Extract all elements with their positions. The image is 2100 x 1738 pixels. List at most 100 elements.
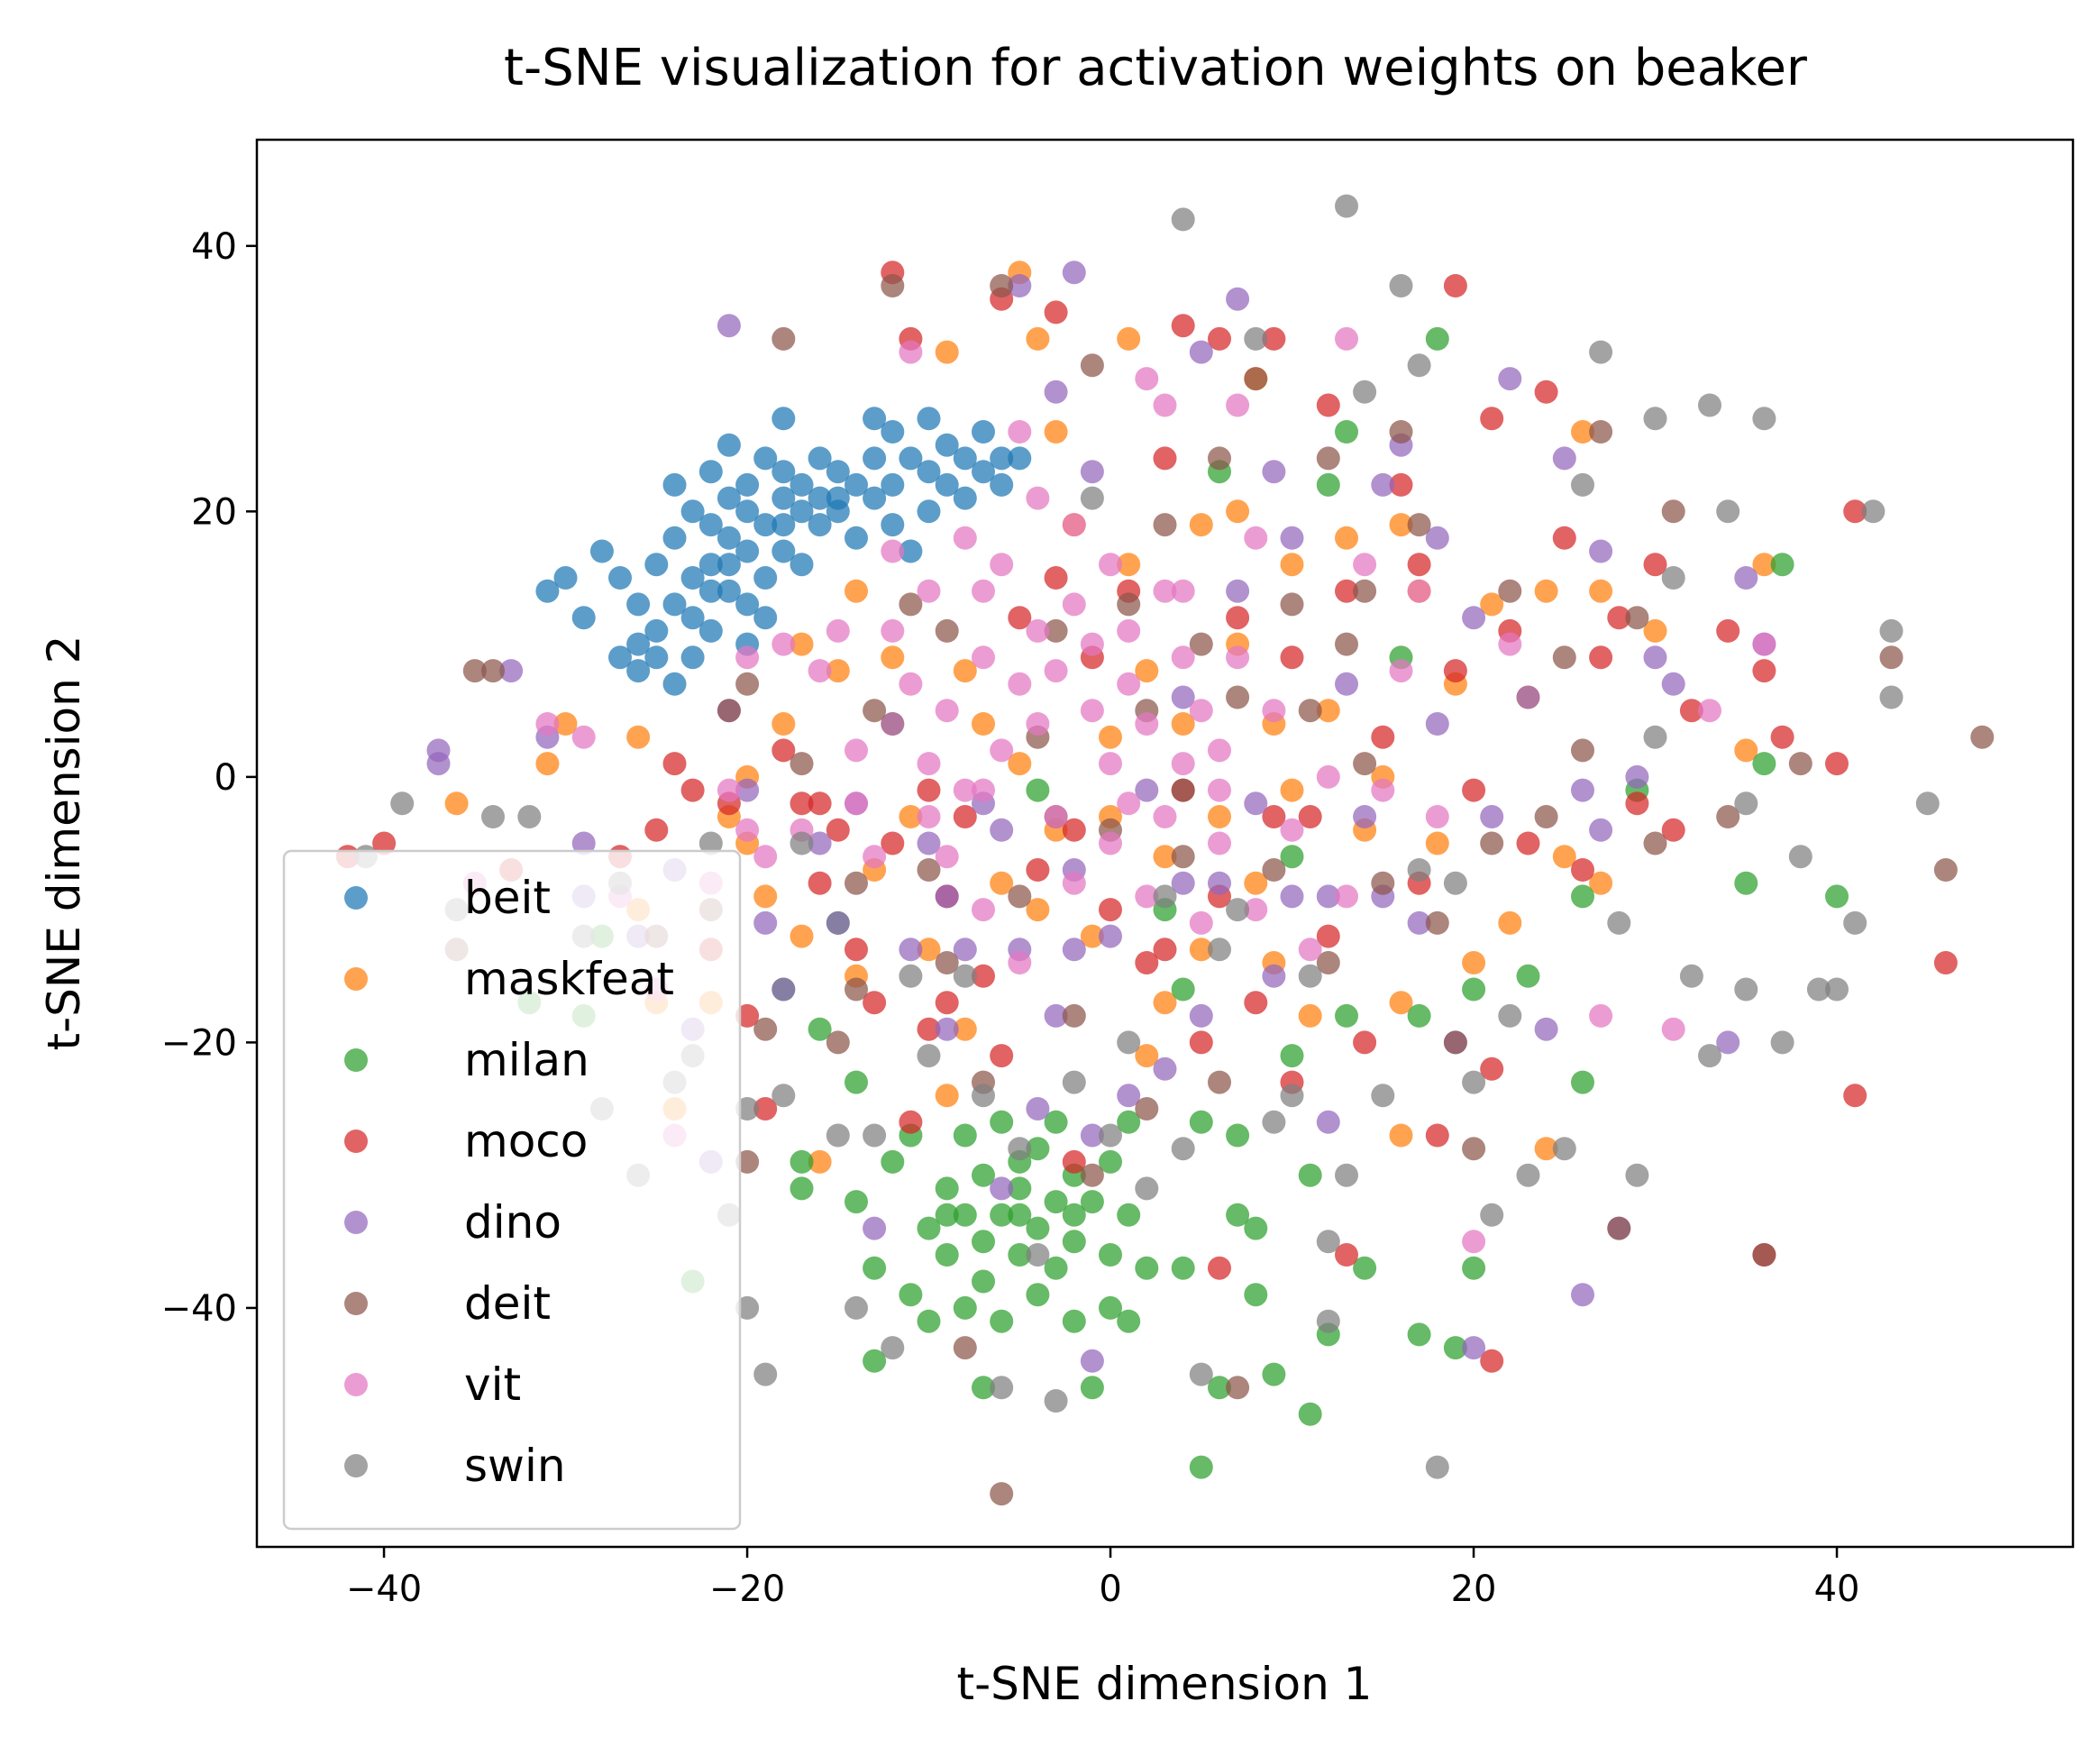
point-moco — [881, 831, 905, 855]
y-tick-label: 0 — [215, 757, 237, 799]
point-swin — [517, 805, 542, 828]
point-vit — [1171, 752, 1195, 776]
point-milan — [972, 1163, 995, 1187]
point-maskfeat — [1208, 805, 1231, 828]
legend-marker-deit — [344, 1292, 368, 1315]
point-swin — [881, 1336, 905, 1360]
point-milan — [1189, 1455, 1213, 1479]
point-maskfeat — [1534, 579, 1558, 603]
point-swin — [1062, 1070, 1086, 1094]
point-dino — [1643, 645, 1667, 670]
point-moco — [1226, 606, 1250, 630]
point-maskfeat — [917, 938, 941, 962]
point-vit — [1153, 805, 1177, 828]
point-swin — [1843, 910, 1867, 935]
point-maskfeat — [1589, 579, 1613, 603]
point-vit — [1135, 884, 1159, 909]
point-deit — [1298, 699, 1322, 723]
point-beit — [917, 460, 941, 484]
point-swin — [1480, 1203, 1504, 1227]
point-maskfeat — [990, 871, 1014, 895]
point-moco — [1335, 1243, 1358, 1267]
point-moco — [1316, 924, 1340, 948]
point-milan — [917, 1216, 941, 1240]
point-moco — [899, 1110, 923, 1134]
point-vit — [1298, 938, 1322, 962]
point-dino — [917, 831, 941, 855]
point-vit — [1335, 326, 1358, 351]
point-deit — [1571, 738, 1594, 763]
point-dino — [1026, 1097, 1050, 1121]
point-moco — [1480, 407, 1504, 431]
point-vit — [1425, 805, 1449, 828]
point-milan — [1462, 977, 1486, 1002]
point-beit — [662, 672, 687, 696]
point-milan — [972, 1230, 995, 1254]
point-vit — [1099, 831, 1122, 855]
point-dino — [953, 938, 977, 962]
point-deit — [1316, 951, 1340, 974]
point-dino — [1316, 884, 1340, 909]
point-moco — [1643, 553, 1667, 577]
point-swin — [1044, 1389, 1068, 1413]
legend-marker-swin — [344, 1454, 368, 1477]
point-vit — [735, 645, 760, 670]
point-swin — [1443, 871, 1467, 895]
point-swin — [1879, 685, 1904, 709]
point-moco — [1208, 326, 1231, 351]
point-dino — [1534, 1017, 1558, 1041]
point-beit — [772, 539, 796, 563]
point-swin — [863, 1123, 887, 1148]
legend-marker-milan — [344, 1048, 368, 1072]
point-deit — [1443, 1030, 1467, 1055]
point-beit — [899, 446, 923, 471]
point-moco — [1625, 791, 1649, 816]
point-deit — [845, 977, 868, 1002]
point-dino — [1080, 1123, 1104, 1148]
point-dino — [1244, 791, 1268, 816]
series-deit — [444, 274, 1995, 1506]
point-beit — [698, 460, 723, 484]
point-milan — [1171, 977, 1195, 1002]
point-deit — [1280, 592, 1304, 617]
point-dino — [1462, 606, 1486, 630]
point-beit — [717, 579, 741, 603]
point-milan — [1280, 845, 1304, 869]
point-milan — [1407, 1003, 1431, 1028]
point-beit — [680, 645, 705, 670]
point-deit — [1316, 446, 1340, 471]
point-vit — [881, 539, 905, 563]
point-maskfeat — [1189, 938, 1213, 962]
y-tick-label: 20 — [191, 491, 237, 533]
point-swin — [1552, 1137, 1576, 1161]
point-moco — [1026, 858, 1050, 882]
point-swin — [1462, 1070, 1486, 1094]
point-deit — [1353, 579, 1377, 603]
point-milan — [1062, 1230, 1086, 1254]
point-dino — [735, 778, 760, 802]
point-beit — [735, 499, 760, 524]
point-moco — [826, 818, 850, 842]
series-vit — [462, 326, 1776, 1254]
point-maskfeat — [444, 791, 469, 816]
point-deit — [1970, 725, 1995, 749]
point-vit — [1661, 1017, 1685, 1041]
point-swin — [1879, 618, 1904, 643]
point-swin — [1407, 858, 1431, 882]
point-moco — [790, 791, 814, 816]
point-vit — [1135, 367, 1159, 391]
point-beit — [662, 472, 687, 497]
point-swin — [826, 1123, 850, 1148]
point-deit — [1498, 579, 1522, 603]
point-deit — [1661, 499, 1685, 524]
point-milan — [1752, 752, 1776, 776]
point-dino — [1135, 778, 1159, 802]
point-vit — [1244, 898, 1268, 922]
point-moco — [772, 738, 796, 763]
point-maskfeat — [1480, 592, 1504, 617]
point-beit — [972, 420, 995, 444]
point-beit — [608, 566, 632, 590]
point-beit — [698, 553, 723, 577]
point-deit — [1171, 778, 1195, 802]
